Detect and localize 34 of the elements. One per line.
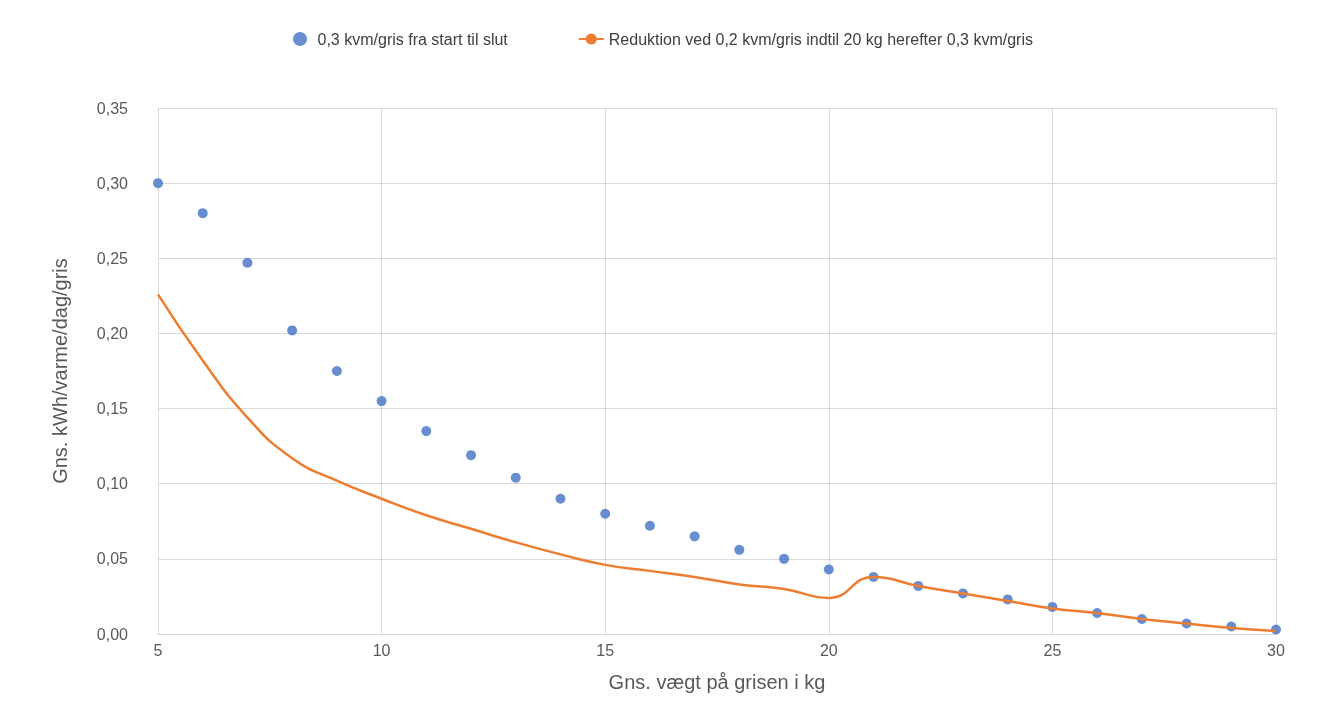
point: [376, 396, 387, 407]
x-tick-label: 5: [153, 641, 163, 659]
y-tick-label: 0,05: [96, 550, 129, 568]
point: [331, 366, 342, 376]
point: [644, 520, 655, 531]
point: [421, 426, 432, 437]
y-axis-title: Gns. kWh/varme/dag/gris: [49, 258, 71, 484]
y-tick-label: 0,10: [96, 475, 129, 493]
y-tick-label: 0,30: [96, 174, 129, 192]
y-tick-label: 0,00: [96, 625, 129, 643]
x-tick-label: 15: [596, 641, 615, 659]
point: [689, 531, 700, 542]
x-tick-label: 30: [1267, 641, 1285, 659]
point: [242, 257, 253, 268]
point: [555, 493, 566, 504]
x-tick-label: 25: [1043, 641, 1062, 659]
point: [466, 450, 477, 461]
point: [153, 178, 163, 189]
point: [510, 472, 521, 483]
legend-label: Reduktion ved 0,2 kvm/gris indtil 20 kg herefter 0,3 kvm/gris: [608, 30, 1033, 48]
point: [779, 553, 790, 564]
point: [600, 508, 611, 519]
point: [734, 544, 745, 555]
y-tick-label: 0,35: [96, 99, 129, 117]
point: [287, 325, 298, 336]
point: [823, 564, 834, 575]
x-tick-label: 20: [819, 641, 838, 659]
y-tick-label: 0,15: [96, 400, 129, 418]
x-tick-label: 10: [372, 641, 391, 659]
y-tick-label: 0,20: [96, 324, 129, 342]
point: [197, 208, 208, 219]
y-tick-label: 0,25: [96, 249, 129, 267]
x-axis-title: Gns. vægt på grisen i kg: [608, 671, 826, 693]
legend-label: 0,3 kvm/gris fra start til slut: [317, 30, 509, 48]
